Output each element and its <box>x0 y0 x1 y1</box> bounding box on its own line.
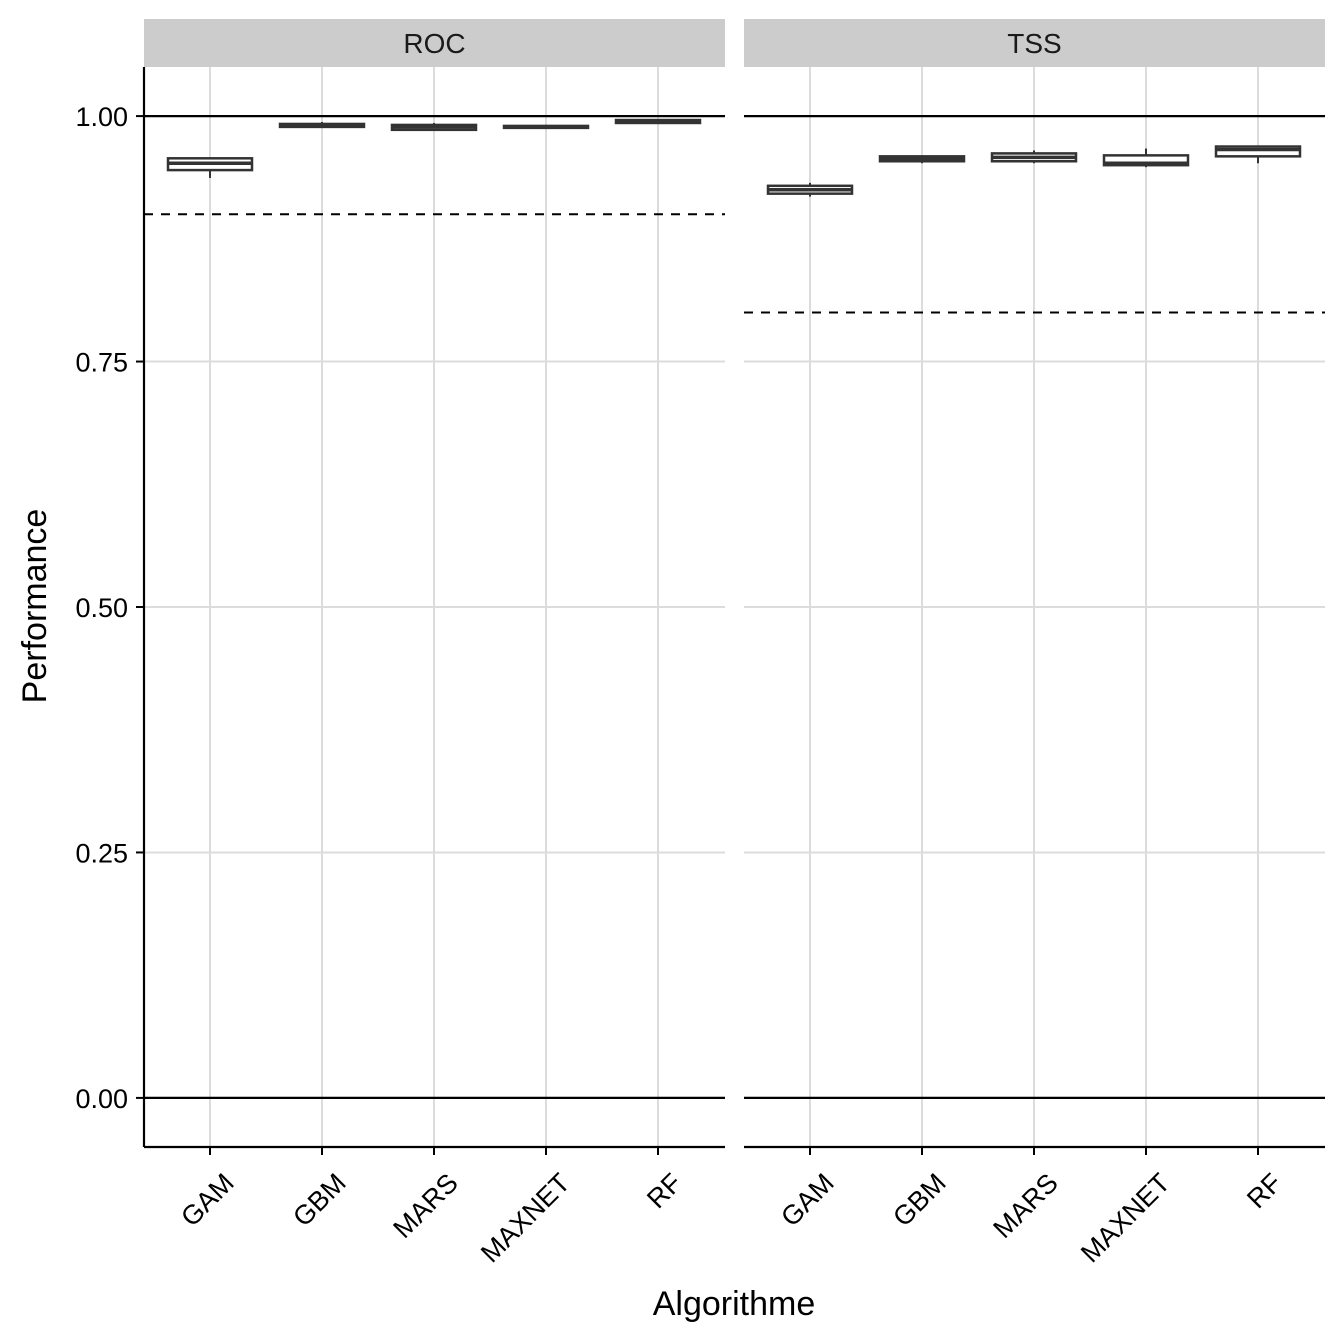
x-axis-title: Algorithme <box>653 1285 816 1323</box>
facet-strip <box>144 19 725 67</box>
box-body <box>1214 145 1302 158</box>
x-tick-label: RF <box>641 1168 688 1215</box>
y-axis-title: Performance <box>16 509 54 704</box>
facet-panel-roc: ROC GAM GBM MARS MAXNET RF <box>142 19 725 1269</box>
y-tick-label: 1.00 <box>75 102 128 132</box>
x-tick-label: MARS <box>987 1168 1063 1244</box>
box-gbm <box>278 121 366 129</box>
box-gam <box>766 182 854 197</box>
box-gam <box>166 157 254 178</box>
y-axis: 0.00 0.25 0.50 0.75 1.00 <box>75 102 144 1114</box>
box-gbm <box>878 155 966 164</box>
y-tick-label: 0.75 <box>75 348 128 378</box>
facet-strip-label: TSS <box>1007 28 1061 59</box>
y-tick-label: 0.25 <box>75 838 128 868</box>
box-rf <box>614 118 702 125</box>
box-maxnet <box>502 124 590 130</box>
x-tick-label: GAM <box>775 1168 840 1233</box>
x-tick-label: MAXNET <box>475 1168 576 1269</box>
x-tick-label: MARS <box>387 1168 463 1244</box>
facet-panel-tss: TSS GAM GBM MARS MAXNET RF <box>744 19 1325 1268</box>
x-tick-label: GBM <box>887 1168 952 1233</box>
y-tick-label: 0.50 <box>75 593 128 623</box>
box-maxnet <box>1102 148 1190 168</box>
box-mars <box>990 150 1078 164</box>
x-tick-label: RF <box>1241 1168 1288 1215</box>
y-tick-label: 0.00 <box>75 1084 128 1114</box>
facet-strip-label: ROC <box>403 28 465 59</box>
facet-strip <box>744 19 1325 67</box>
x-tick-label: GBM <box>287 1168 352 1233</box>
box-mars <box>390 122 478 132</box>
x-tick-label: GAM <box>175 1168 240 1233</box>
box-rf <box>1214 145 1302 164</box>
x-tick-label: MAXNET <box>1075 1168 1176 1269</box>
box-body <box>1102 154 1190 167</box>
